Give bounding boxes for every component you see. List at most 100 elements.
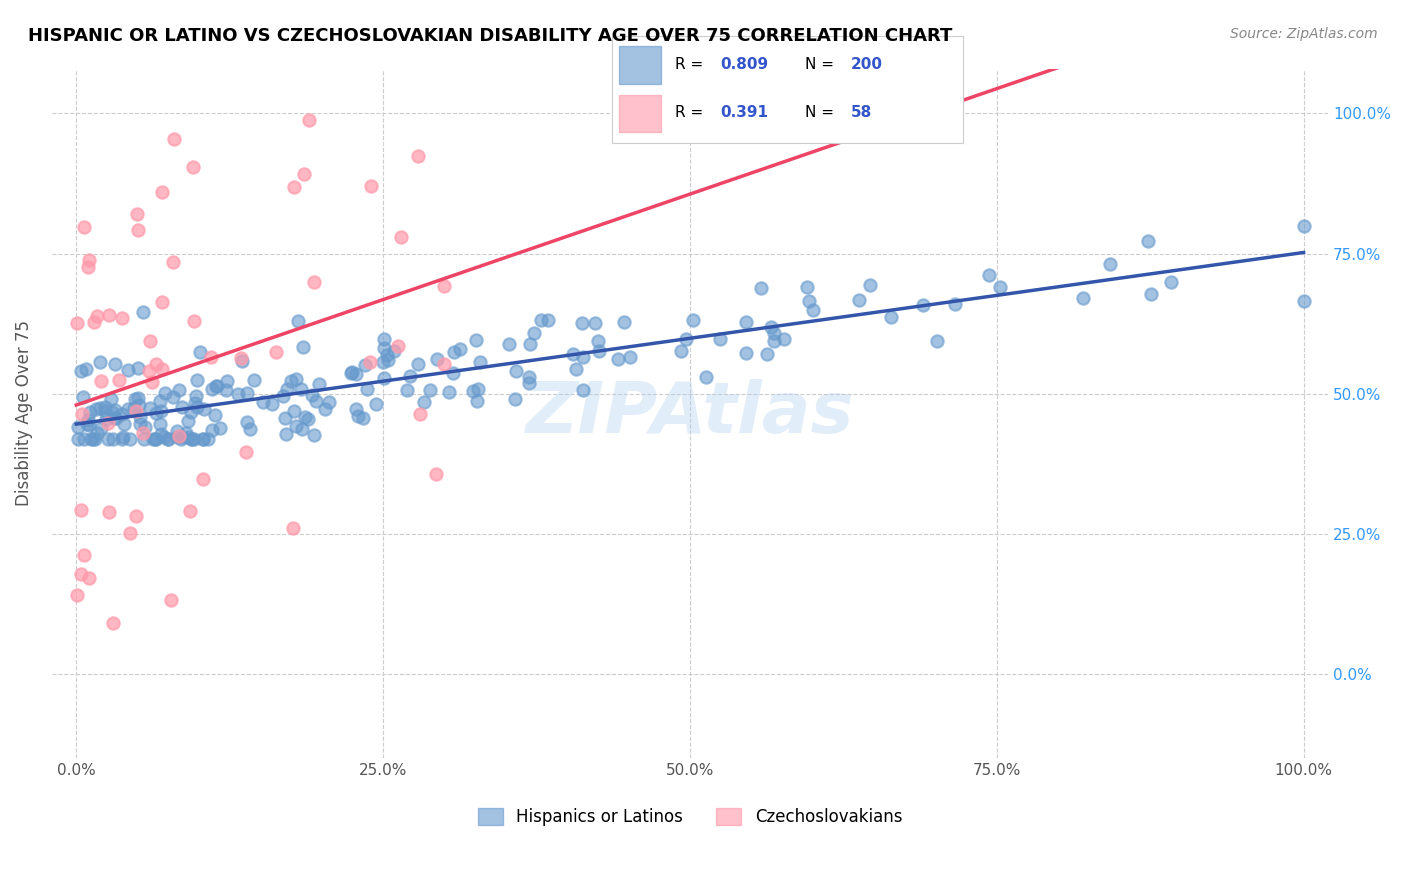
Point	[925, 334, 948, 349]
Point	[682, 313, 704, 327]
Point	[149, 393, 172, 408]
Point	[283, 404, 305, 418]
Point	[572, 383, 595, 397]
Point	[352, 410, 374, 425]
Point	[70, 503, 93, 517]
Point	[77, 418, 100, 433]
Point	[181, 432, 204, 446]
Point	[176, 413, 198, 427]
Point	[89, 354, 111, 368]
Text: HISPANIC OR LATINO VS CZECHOSLOVAKIAN DISABILITY AGE OVER 75 CORRELATION CHART: HISPANIC OR LATINO VS CZECHOSLOVAKIAN DI…	[28, 27, 952, 45]
Point	[100, 392, 122, 406]
Point	[470, 355, 492, 369]
Point	[243, 373, 266, 387]
FancyBboxPatch shape	[619, 46, 661, 84]
Point	[72, 390, 94, 404]
Point	[167, 383, 190, 397]
Point	[98, 505, 121, 519]
Point	[443, 345, 465, 359]
Point	[70, 364, 93, 378]
Point	[215, 384, 238, 398]
Point	[127, 207, 149, 221]
Point	[408, 357, 430, 371]
Point	[90, 374, 112, 388]
Point	[145, 357, 167, 371]
Point	[463, 384, 485, 399]
Point	[204, 409, 226, 423]
Point	[77, 253, 100, 268]
Point	[449, 342, 471, 356]
Point	[709, 332, 731, 346]
Point	[1136, 234, 1159, 248]
Point	[426, 352, 449, 367]
Point	[586, 334, 609, 349]
Point	[209, 421, 232, 435]
Point	[340, 365, 363, 379]
Point	[117, 402, 139, 417]
Point	[138, 401, 160, 415]
Text: N =: N =	[806, 105, 839, 120]
Point	[523, 326, 546, 340]
Text: N =: N =	[806, 57, 839, 72]
Point	[103, 411, 125, 425]
Point	[152, 294, 174, 309]
Point	[231, 354, 253, 368]
Point	[613, 315, 636, 329]
Point	[519, 336, 541, 351]
Point	[387, 339, 409, 353]
Point	[134, 420, 156, 434]
Point	[292, 167, 315, 181]
Point	[848, 293, 870, 307]
Point	[184, 396, 207, 410]
Point	[912, 298, 935, 312]
Point	[1292, 293, 1315, 308]
Point	[398, 369, 420, 384]
Text: 0.391: 0.391	[721, 105, 769, 120]
Point	[433, 279, 456, 293]
Point	[180, 404, 202, 418]
Point	[354, 358, 377, 372]
Point	[347, 409, 370, 423]
Point	[108, 374, 131, 388]
Point	[73, 548, 96, 562]
Point	[162, 391, 184, 405]
Point	[1140, 287, 1163, 301]
Point	[141, 375, 163, 389]
Point	[695, 370, 717, 384]
Point	[94, 400, 117, 414]
Point	[111, 430, 134, 444]
Point	[344, 401, 367, 416]
Point	[193, 432, 215, 446]
Point	[437, 385, 460, 400]
Text: Source: ZipAtlas.com: Source: ZipAtlas.com	[1230, 27, 1378, 41]
Point	[305, 394, 328, 409]
Point	[1099, 257, 1122, 271]
Point	[66, 588, 89, 602]
Point	[188, 344, 211, 359]
Point	[166, 430, 188, 444]
Point	[167, 429, 190, 443]
Point	[425, 467, 447, 481]
Point	[105, 411, 128, 425]
Point	[274, 410, 297, 425]
Point	[373, 341, 395, 355]
Point	[101, 405, 124, 419]
Point	[156, 432, 179, 446]
Point	[339, 366, 361, 380]
Text: R =: R =	[675, 57, 709, 72]
Point	[138, 364, 160, 378]
Point	[112, 417, 135, 431]
Point	[419, 384, 441, 398]
Point	[763, 326, 786, 340]
Point	[177, 430, 200, 444]
Point	[125, 404, 148, 418]
Point	[170, 432, 193, 446]
Point	[377, 353, 399, 368]
Point	[134, 432, 156, 446]
Point	[172, 400, 194, 414]
Point	[235, 444, 257, 458]
Point	[302, 428, 325, 442]
Point	[186, 373, 208, 387]
Point	[364, 397, 387, 411]
Point	[734, 315, 756, 329]
